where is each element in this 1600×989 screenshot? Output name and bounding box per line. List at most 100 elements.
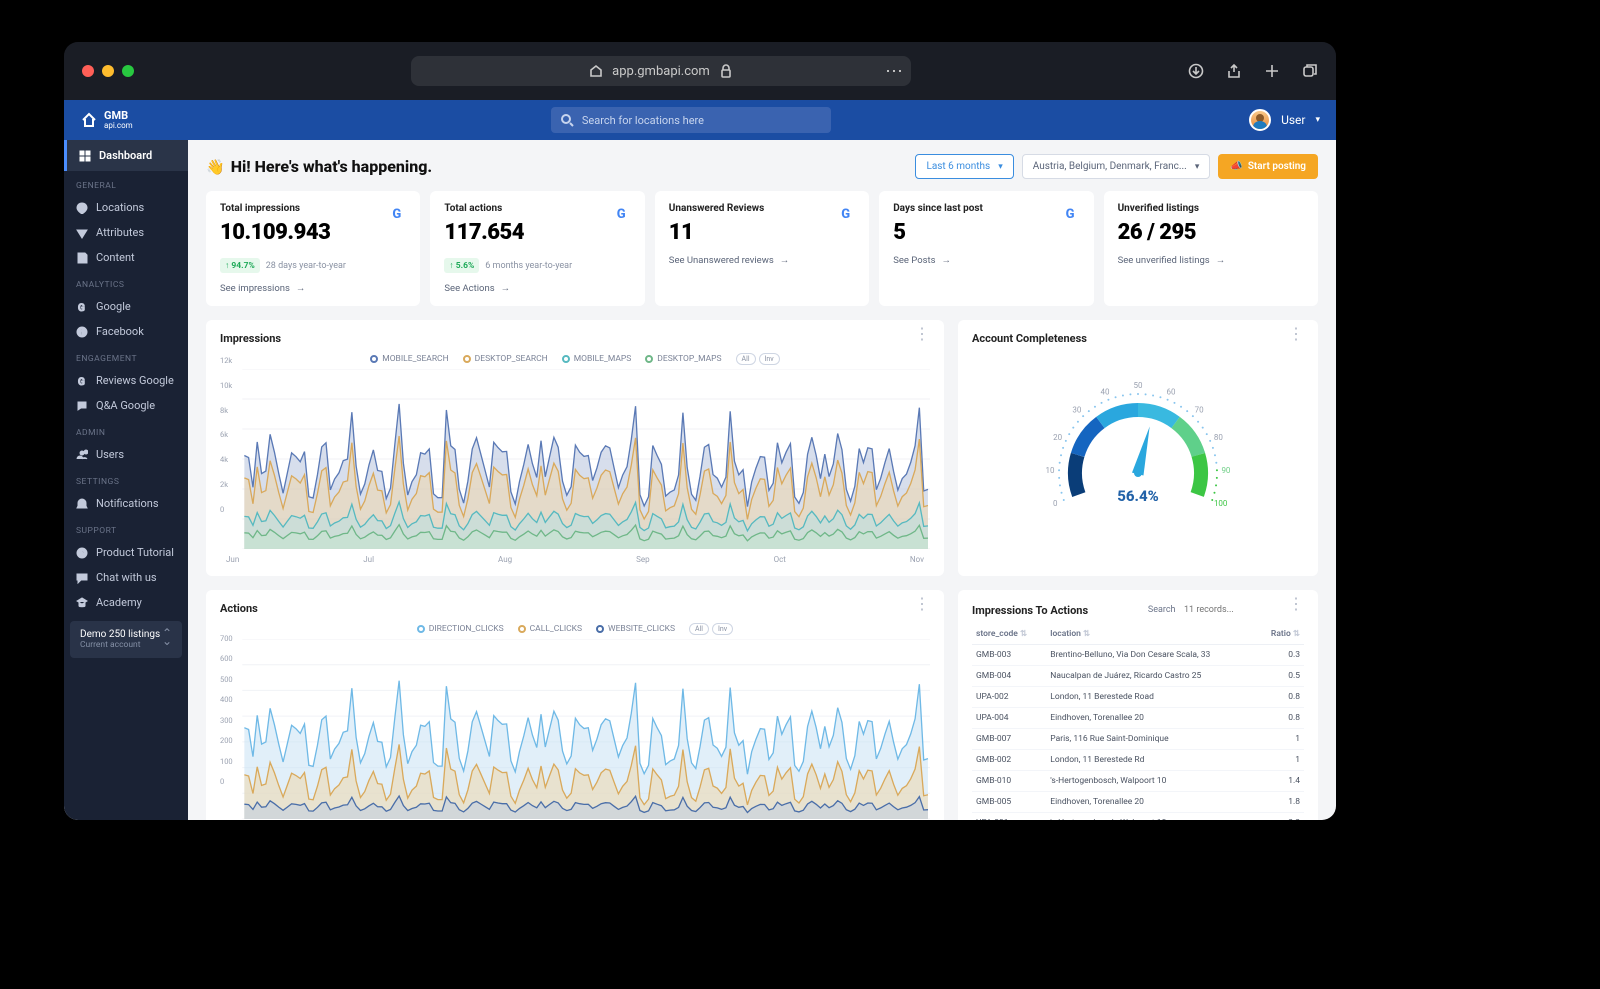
panel-menu-icon[interactable]: ⋮	[1288, 602, 1304, 606]
share-icon[interactable]	[1226, 63, 1242, 79]
table-row[interactable]: UPA-002London, 11 Berestede Road0.8	[972, 687, 1304, 708]
kpi-link[interactable]: See Unanswered reviews →	[669, 255, 855, 266]
svg-text:f: f	[80, 328, 83, 337]
region-selector[interactable]: Austria, Belgium, Denmark, Franc...▾	[1022, 154, 1211, 179]
table-row[interactable]: GMB-004Naucalpan de Juárez, Ricardo Cast…	[972, 666, 1304, 687]
table-row[interactable]: GMB-002London, 11 Berestede Rd1	[972, 750, 1304, 771]
table-row[interactable]: UPA-001's-Hertogenbosch, Walpoort 103.3	[972, 813, 1304, 821]
panel-menu-icon[interactable]: ⋮	[1288, 332, 1304, 336]
legend-item[interactable]: DESKTOP_MAPS	[645, 354, 721, 364]
table-cell: GMB-010	[972, 771, 1046, 792]
kpi-link[interactable]: See Posts →	[893, 255, 1079, 266]
table-row[interactable]: GMB-010's-Hertogenbosch, Walpoort 101.4	[972, 771, 1304, 792]
sidebar-icon	[76, 252, 88, 264]
kpi-title: Total actions	[444, 203, 630, 214]
table-row[interactable]: UPA-004Eindhoven, Torenallee 200.8	[972, 708, 1304, 729]
google-icon: G	[76, 375, 88, 387]
sidebar-icon	[76, 572, 88, 584]
svg-text:70: 70	[1195, 406, 1204, 415]
table-cell: 1.8	[1257, 792, 1304, 813]
table-row[interactable]: GMB-003Brentino-Belluno, Via Don Cesare …	[972, 645, 1304, 666]
legend-toggle[interactable]: All	[689, 623, 709, 635]
kpi-delta: ↑ 5.6%	[444, 258, 479, 273]
panel-menu-icon[interactable]: ⋮	[914, 332, 930, 336]
kpi-link[interactable]: See unverified listings →	[1118, 255, 1304, 266]
sidebar-item-locations[interactable]: Locations	[64, 195, 188, 220]
svg-text:40: 40	[1101, 387, 1110, 396]
legend-item[interactable]: DIRECTION_CLICKS	[417, 624, 504, 634]
table-cell: Eindhoven, Torenallee 20	[1046, 792, 1257, 813]
table-row[interactable]: GMB-007Paris, 116 Rue Saint-Dominique1	[972, 729, 1304, 750]
svg-text:0: 0	[1053, 499, 1058, 508]
sidebar-item-notifications[interactable]: Notifications	[64, 491, 188, 516]
table-cell: Eindhoven, Torenallee 20	[1046, 708, 1257, 729]
kpi-title: Unverified listings	[1118, 203, 1304, 214]
legend-toggle[interactable]: Inv	[759, 353, 780, 365]
table-row[interactable]: GMB-005Eindhoven, Torenallee 201.8	[972, 792, 1304, 813]
legend-marker	[370, 355, 378, 363]
sidebar-item-dashboard[interactable]: Dashboard	[64, 140, 188, 171]
imp-to-actions-panel: ⋮ Impressions To Actions Search store_co…	[958, 590, 1318, 820]
sidebar-item-content[interactable]: Content	[64, 245, 188, 270]
sidebar-item-chat-with-us[interactable]: Chat with us	[64, 565, 188, 590]
sidebar-item-product-tutorial[interactable]: Product Tutorial	[64, 540, 188, 565]
table-col-header[interactable]: Ratio ⇅	[1257, 624, 1304, 645]
kpi-delta-row: ↑ 5.6%6 months year-to-year	[444, 253, 630, 273]
legend-marker	[463, 355, 471, 363]
table-cell: GMB-003	[972, 645, 1046, 666]
url-more-icon[interactable]: ⋯	[885, 61, 901, 82]
kpi-value: 10.109.943	[220, 220, 406, 245]
sidebar-section-label: ANALYTICS	[64, 270, 188, 294]
maximize-icon[interactable]	[122, 65, 134, 77]
app-logo[interactable]: GMB api.com	[80, 111, 133, 130]
table-cell: 1	[1257, 750, 1304, 771]
location-search-input[interactable]: Search for locations here	[551, 107, 831, 133]
table-col-header[interactable]: location ⇅	[1046, 624, 1257, 645]
user-menu[interactable]: User ▾	[1249, 109, 1320, 131]
sidebar-item-facebook[interactable]: f Facebook	[64, 319, 188, 344]
google-icon: G	[841, 203, 855, 217]
table-col-header[interactable]: store_code ⇅	[972, 624, 1046, 645]
svg-text:56.4%: 56.4%	[1117, 487, 1159, 505]
table-search-label: Search	[1148, 605, 1176, 615]
sidebar-item-google[interactable]: GGoogle	[64, 294, 188, 319]
legend-item[interactable]: MOBILE_SEARCH	[370, 354, 448, 364]
period-selector[interactable]: Last 6 months▾	[915, 154, 1013, 179]
megaphone-icon: 📣	[1230, 161, 1242, 172]
account-switcher[interactable]: ⌃⌄ Demo 250 listings Current account	[70, 621, 182, 658]
legend-toggle[interactable]: Inv	[712, 623, 733, 635]
legend-item[interactable]: DESKTOP_SEARCH	[463, 354, 548, 364]
kpi-title: Total impressions	[220, 203, 406, 214]
sidebar-item-q-a-google[interactable]: Q&A Google	[64, 393, 188, 418]
sidebar-item-reviews-google[interactable]: GReviews Google	[64, 368, 188, 393]
kpi-link[interactable]: See impressions →	[220, 283, 406, 294]
main-content: 👋 Hi! Here's what's happening. Last 6 mo…	[188, 140, 1336, 820]
url-field[interactable]: app.gmbapi.com ⋯	[411, 56, 911, 86]
sidebar-item-users[interactable]: Users	[64, 442, 188, 467]
panel-menu-icon[interactable]: ⋮	[914, 602, 930, 606]
sidebar-label: Facebook	[96, 325, 144, 338]
table-cell: 3.3	[1257, 813, 1304, 821]
legend-item[interactable]: WEBSITE_CLICKS	[596, 624, 675, 634]
new-tab-icon[interactable]	[1264, 63, 1280, 79]
table-cell: GMB-004	[972, 666, 1046, 687]
sidebar-item-academy[interactable]: Academy	[64, 590, 188, 615]
legend-toggle[interactable]: All	[736, 353, 756, 365]
start-posting-button[interactable]: 📣Start posting	[1218, 154, 1318, 179]
tabs-icon[interactable]	[1302, 63, 1318, 79]
download-icon[interactable]	[1188, 63, 1204, 79]
legend-item[interactable]: MOBILE_MAPS	[562, 354, 632, 364]
panel-title: Actions	[220, 602, 930, 615]
greeting-text: Hi! Here's what's happening.	[231, 157, 432, 176]
kpi-link[interactable]: See Actions →	[444, 283, 630, 294]
app-header: GMB api.com Search for locations here Us…	[64, 100, 1336, 140]
legend-item[interactable]: CALL_CLICKS	[518, 624, 582, 634]
sidebar-section-label: SETTINGS	[64, 467, 188, 491]
sidebar-icon	[76, 498, 88, 510]
minimize-icon[interactable]	[102, 65, 114, 77]
sidebar-item-attributes[interactable]: Attributes	[64, 220, 188, 245]
sidebar-icon	[76, 400, 88, 412]
app-body: Dashboard GENERALLocationsAttributesCont…	[64, 140, 1336, 820]
table-search-input[interactable]	[1178, 602, 1304, 618]
close-icon[interactable]	[82, 65, 94, 77]
